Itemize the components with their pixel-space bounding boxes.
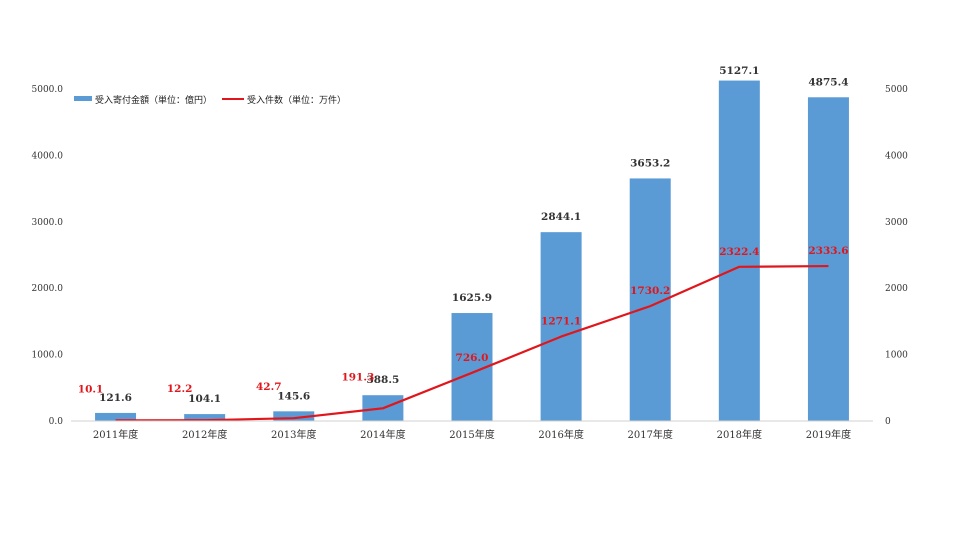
bar-value-label: 2844.1 xyxy=(541,211,581,223)
bar xyxy=(540,232,582,421)
legend: 受入寄付金額（単位：億円） 受入件数（単位：万件） xyxy=(74,94,346,106)
line-value-label: 12.2 xyxy=(167,383,193,395)
left-axis-tick-label: 0.0 xyxy=(49,417,64,427)
bar-value-label: 104.1 xyxy=(188,393,221,405)
bar-value-label: 121.6 xyxy=(99,392,132,404)
line-series xyxy=(115,264,829,422)
bar-value-label: 3653.2 xyxy=(630,157,670,169)
bar xyxy=(718,80,760,422)
line-value-label: 42.7 xyxy=(256,381,282,393)
right-axis-tick-label: 5000 xyxy=(885,85,908,95)
right-axis: 0 1000 2000 3000 4000 5000 xyxy=(885,85,908,427)
right-axis-tick-label: 1000 xyxy=(885,351,908,361)
line-value-label: 1271.1 xyxy=(541,316,581,328)
bar xyxy=(184,414,226,421)
line-value-labels: 10.1 12.2 42.7 191.3 726.0 1271.1 1730.2 2322.4… xyxy=(78,245,849,395)
left-axis-tick-label: 4000.0 xyxy=(32,151,64,161)
bar xyxy=(807,97,849,421)
right-axis-tick-label: 2000 xyxy=(885,284,908,294)
legend-bar-label: 受入寄付金額（単位：億円） xyxy=(95,94,212,106)
x-axis-tick-label: 2014年度 xyxy=(360,428,405,441)
right-axis-tick-label: 0 xyxy=(885,417,891,427)
line-path xyxy=(115,264,829,422)
bar-value-label: 4875.4 xyxy=(808,76,848,88)
bar-value-label: 388.5 xyxy=(366,374,399,386)
bar-value-label: 1625.9 xyxy=(452,292,492,304)
x-axis-tick-label: 2016年度 xyxy=(538,428,583,441)
x-axis-tick-label: 2015年度 xyxy=(449,428,494,441)
bar xyxy=(95,412,137,421)
x-axis-tick-label: 2018年度 xyxy=(717,428,762,441)
left-axis-tick-label: 1000.0 xyxy=(32,351,64,361)
line-value-label: 10.1 xyxy=(78,383,104,395)
left-axis-tick-label: 5000.0 xyxy=(32,85,64,95)
x-axis-tick-label: 2017年度 xyxy=(627,428,672,441)
right-axis-tick-label: 3000 xyxy=(885,218,908,228)
line-value-label: 2333.6 xyxy=(808,245,848,257)
right-axis-tick-label: 4000 xyxy=(885,151,908,161)
legend-line-label: 受入件数（単位：万件） xyxy=(247,94,346,106)
x-axis-tick-label: 2011年度 xyxy=(93,428,138,441)
bar xyxy=(273,411,315,421)
left-axis-tick-label: 3000.0 xyxy=(32,218,64,228)
line-value-label: 191.3 xyxy=(341,371,374,383)
x-axis-tick-label: 2019年度 xyxy=(806,428,851,441)
x-axis-tick-label: 2012年度 xyxy=(182,428,227,441)
line-value-label: 2322.4 xyxy=(719,246,759,258)
bar-value-label: 5127.1 xyxy=(719,65,759,77)
x-axis: 2011年度 2012年度 2013年度 2014年度 2015年度 2016年度 2017… xyxy=(71,420,873,441)
x-axis-tick-label: 2013年度 xyxy=(271,428,316,441)
left-axis: 0.0 1000.0 2000.0 3000.0 4000.0 5000.0 xyxy=(32,85,64,427)
bar-value-labels: 121.6 104.1 145.6 388.5 1625.9 2844.1 3653.2 51… xyxy=(99,65,848,405)
left-axis-tick-label: 2000.0 xyxy=(32,284,64,294)
line-value-label: 1730.2 xyxy=(630,285,670,297)
line-value-label: 726.0 xyxy=(456,352,489,364)
bar-value-label: 145.6 xyxy=(277,390,310,402)
legend-bar-swatch xyxy=(74,96,92,101)
